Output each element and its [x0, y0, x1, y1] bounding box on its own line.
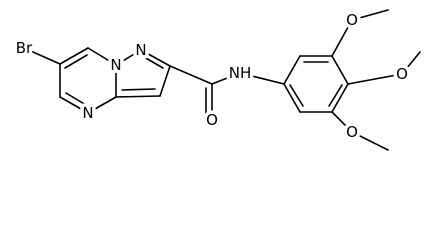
bond	[331, 55, 349, 85]
bond	[23, 47, 61, 65]
atom-labels: Br N N N NH O O O O	[12, 8, 411, 145]
bond	[351, 131, 389, 151]
bond	[159, 65, 171, 97]
bond	[401, 51, 421, 75]
atom-label: Br	[16, 39, 33, 57]
double-bond	[328, 84, 343, 107]
bond	[331, 83, 349, 113]
atom-label: N	[135, 41, 146, 59]
bond	[115, 49, 142, 66]
bond	[211, 72, 241, 85]
bond	[331, 111, 353, 133]
atom-label: N	[110, 56, 121, 74]
bond	[239, 72, 285, 85]
bond	[351, 9, 389, 21]
atom-label: O	[396, 65, 408, 83]
bond	[140, 49, 171, 67]
bond	[87, 47, 117, 66]
bond	[169, 65, 213, 85]
double-bond	[289, 84, 304, 107]
double-bond	[121, 88, 156, 91]
atom-label: O	[346, 123, 358, 141]
bond	[283, 83, 301, 113]
bond	[331, 19, 353, 57]
atom-label: O	[206, 111, 218, 129]
bond	[347, 73, 403, 85]
molecule-diagram: Br N N N NH O O O O	[12, 8, 421, 151]
atom-label: NH	[229, 64, 252, 82]
bond	[283, 55, 301, 85]
double-bond	[64, 54, 88, 69]
bond	[115, 95, 161, 98]
bond	[59, 96, 89, 114]
bonds	[23, 9, 421, 151]
double-bond	[65, 92, 87, 106]
bond	[59, 47, 89, 65]
atom-label: O	[346, 11, 358, 29]
double-bond	[143, 56, 164, 69]
atom-label: N	[82, 104, 93, 122]
bond	[87, 96, 117, 114]
